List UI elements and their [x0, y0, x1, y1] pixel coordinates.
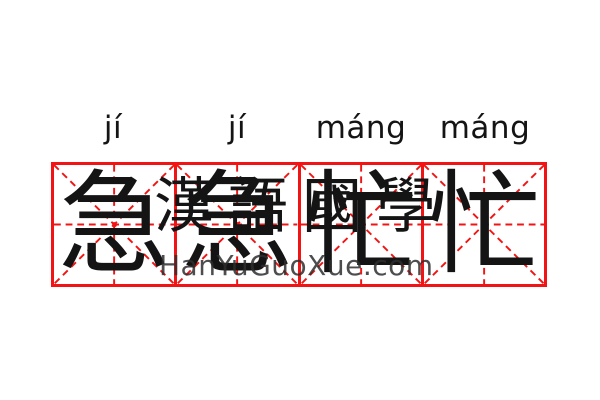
pinyin-syllable: jí — [227, 110, 247, 146]
hanzi-character: 忙 — [304, 159, 417, 290]
cell-guide-lines-icon — [177, 165, 298, 284]
pinyin-syllable: máng — [315, 110, 407, 146]
grid-cell: 急 — [54, 159, 178, 290]
cell-guide-lines-icon — [300, 165, 421, 284]
hanzi-character: 忙 — [427, 159, 540, 290]
grid-cell: 忙 — [300, 159, 424, 290]
hanzi-character: 急 — [58, 159, 171, 290]
watermark-cjk-text: 漢語國學 — [154, 172, 450, 242]
grid-cell: 急 — [177, 159, 301, 290]
cell-guide-lines-icon — [423, 165, 544, 284]
cell-guide-lines-icon — [54, 165, 175, 284]
tianzige-grid: 急 急 忙 — [51, 162, 547, 287]
grid-cell: 忙 — [423, 159, 544, 290]
watermark-domain-text: HanYuGuoXue.com — [159, 249, 434, 282]
pinyin-syllable: jí — [103, 110, 123, 146]
pinyin-row: jí jí máng máng — [51, 103, 547, 153]
pinyin-syllable: máng — [439, 110, 531, 146]
hanzi-character: 急 — [181, 159, 294, 290]
